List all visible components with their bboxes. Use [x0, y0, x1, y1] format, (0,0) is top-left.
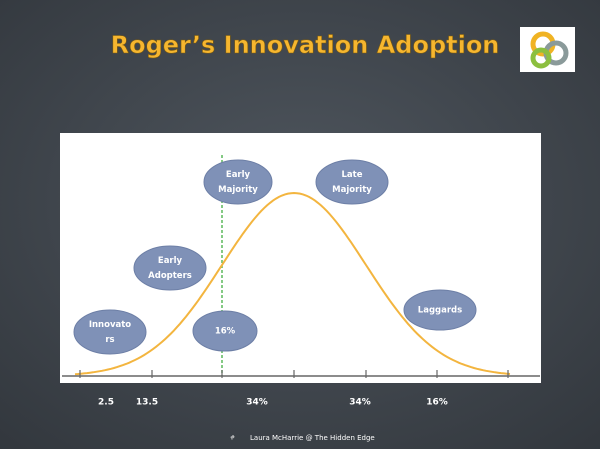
bubble — [192, 310, 258, 352]
bubble-label: Innovato — [89, 320, 131, 330]
bubble — [133, 245, 207, 291]
bubble — [73, 309, 147, 355]
bubble-label: Laggards — [418, 306, 462, 316]
slide-title: Roger’s Innovation Adoption — [111, 31, 500, 59]
bubble-label: 16% — [215, 327, 236, 337]
bottom-label: 2.5 — [98, 398, 114, 408]
footer-mark: # — [230, 435, 235, 442]
bubble — [403, 289, 477, 331]
bottom-label: 34% — [349, 398, 371, 408]
bottom-label: 13.5 — [136, 398, 158, 408]
bubble-label: Adopters — [148, 271, 192, 281]
bottom-label: 34% — [246, 398, 268, 408]
bubble-label: Majority — [218, 185, 258, 195]
bottom-label: 16% — [426, 398, 448, 408]
logo — [520, 27, 575, 72]
bubble-label: rs — [105, 335, 114, 345]
bubble-label: Early — [226, 170, 251, 180]
bubble-label: Majority — [332, 185, 372, 195]
bubble — [315, 159, 389, 205]
bubble — [203, 159, 273, 205]
bubble-label: Early — [158, 256, 183, 266]
bubble-label: Late — [342, 170, 363, 180]
bell-curve — [74, 191, 511, 376]
footer-text: Laura McHarrie @ The Hidden Edge — [250, 434, 375, 442]
axis — [62, 370, 540, 378]
